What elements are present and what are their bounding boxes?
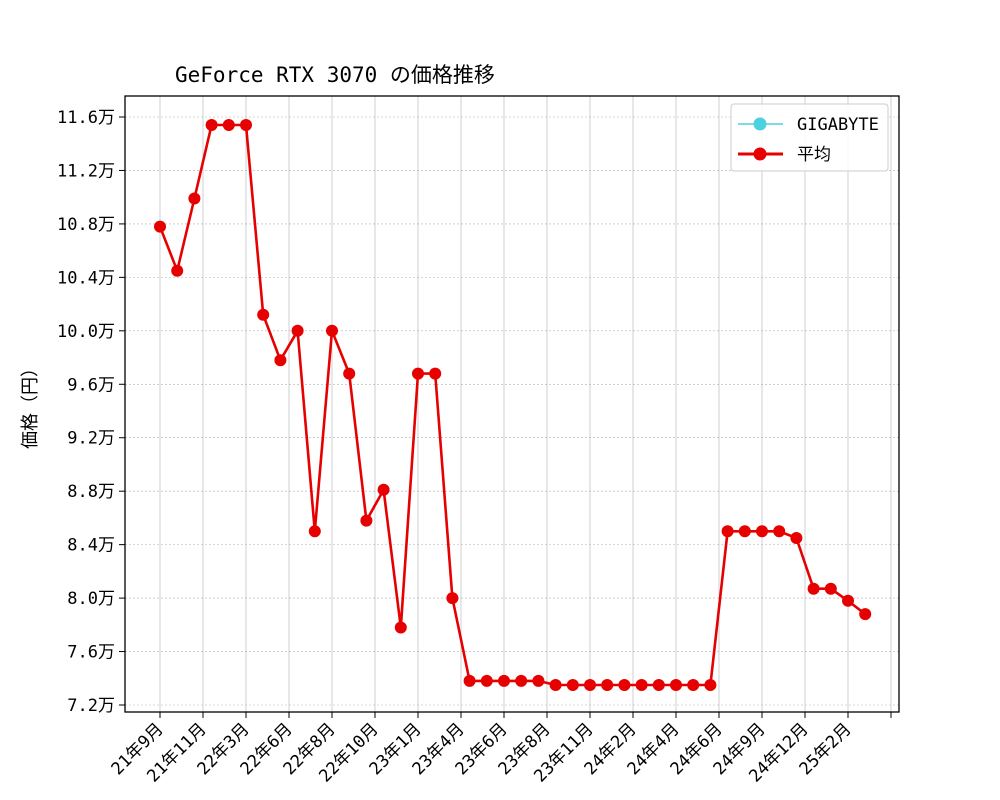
data-point [360,514,373,527]
y-tick-label: 10.4万 [57,268,115,288]
grid-lines [125,96,899,712]
data-point [291,324,304,337]
series-layer [154,119,872,691]
legend-label-gigabyte: GIGABYTE [797,115,879,135]
data-point [412,367,424,380]
data-point [515,674,528,687]
data-point [498,674,510,687]
data-point [601,679,614,691]
data-point [549,679,562,691]
y-tick-label: 10.8万 [57,215,115,235]
y-tick-label: 8.0万 [67,589,115,609]
y-tick-label: 7.6万 [67,643,115,663]
data-point [721,525,734,538]
data-point [274,354,287,367]
y-tick-label: 8.8万 [67,482,115,502]
data-point [790,532,803,544]
data-point [807,582,820,595]
data-point [326,324,338,337]
data-point [635,679,648,691]
data-point [566,679,579,691]
data-point [154,220,166,233]
data-point [652,679,665,691]
data-point [670,679,682,691]
data-point [480,674,493,687]
y-tick-label: 11.6万 [57,108,115,128]
y-tick-label: 7.2万 [67,696,115,716]
data-point [188,192,201,205]
data-point [773,525,786,538]
data-point [687,679,700,691]
data-point [343,367,356,380]
legend: GIGABYTE 平均 [730,103,889,172]
data-point [205,119,218,131]
data-point [240,119,252,131]
y-tick-label: 11.2万 [57,161,115,181]
data-point [618,679,631,691]
data-point [377,483,390,496]
data-point [463,674,476,687]
y-axis-label: 価格（円） [20,359,41,449]
data-point [824,582,837,595]
legend-label-average: 平均 [797,145,831,165]
data-point [859,608,872,621]
data-point [171,264,184,277]
series-line-1 [158,123,866,687]
data-point [532,674,545,687]
y-tick-label: 9.6万 [67,375,115,395]
data-point [842,594,854,607]
y-tick-label: 8.4万 [67,536,115,556]
chart-title: GeForce RTX 3070 の価格推移 [175,63,495,87]
data-point [429,367,442,380]
y-axis: 7.2万 7.6万 8.0万 8.4万 8.8万 9.2万 9.6万 10.0万 10.4万 10… [57,108,125,716]
y-tick-label: 9.2万 [67,429,115,449]
data-point [257,308,270,321]
data-point [308,525,321,538]
data-point [704,679,717,691]
data-point [222,119,235,131]
legend-marker-average [753,147,767,161]
x-axis: 21年9月21年11月22年3月22年6月22年8月22年10月23年1月23年… [108,712,892,787]
data-point [446,592,459,605]
plot-frame [124,95,900,713]
legend-marker-gigabyte [753,117,767,131]
y-tick-label: 10.0万 [57,322,115,342]
data-point [394,621,407,634]
data-point [738,525,751,538]
data-point [584,679,596,691]
data-point [756,525,768,538]
